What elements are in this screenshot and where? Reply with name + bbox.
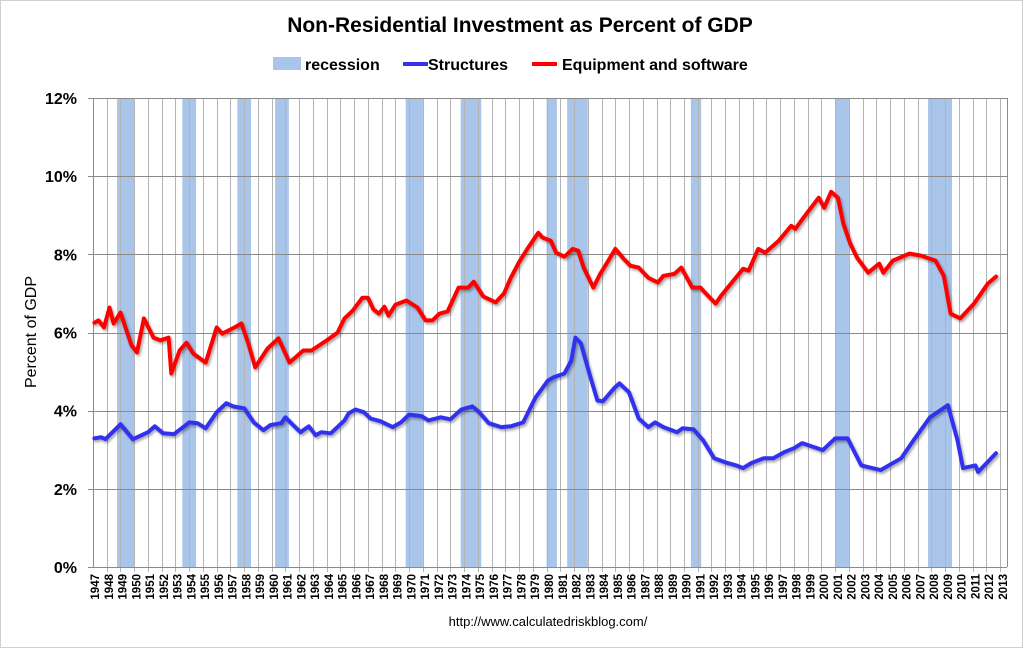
x-tick-label: 1994 (737, 573, 749, 599)
x-tick-label: 2004 (874, 573, 886, 599)
legend-swatch-recession (273, 57, 301, 70)
x-tick-label: 2008 (929, 573, 941, 599)
y-tick-label: 12% (45, 91, 77, 108)
legend: recession Structures Equipment and softwar… (273, 57, 748, 74)
x-tick-label: 1969 (393, 574, 405, 600)
x-tick-label: 1947 (90, 574, 102, 600)
x-tick-label: 1975 (475, 573, 487, 599)
x-tick-label: 1993 (723, 574, 735, 600)
x-tick-label: 2003 (860, 574, 872, 600)
gridlines (88, 98, 1008, 572)
x-tick-label: 1951 (145, 573, 157, 599)
x-tick-label: 1976 (489, 574, 501, 600)
x-tick-label: 1997 (778, 574, 790, 600)
x-tick-label: 1984 (599, 573, 611, 599)
x-axis-ticks: 1947 1948 1949 1950 1951 1952 1953 1954 1955 1956… (90, 573, 1010, 599)
y-axis-title: Percent of GDP (23, 276, 40, 388)
x-tick-label: 1967 (365, 574, 377, 600)
x-tick-label: 1973 (448, 574, 460, 600)
y-tick-label: 2% (54, 482, 77, 499)
x-tick-label: 2006 (902, 574, 914, 600)
x-tick-label: 1948 (104, 573, 116, 599)
x-tick-label: 1962 (296, 574, 308, 600)
x-tick-label: 1982 (572, 574, 584, 600)
series-line-structures (92, 335, 998, 474)
x-tick-label: 1995 (750, 573, 762, 599)
x-tick-label: 1977 (503, 574, 515, 600)
x-tick-label: 1952 (159, 574, 171, 600)
x-tick-label: 1974 (461, 573, 473, 599)
recession-band (690, 98, 702, 567)
y-tick-label: 6% (54, 326, 77, 343)
x-tick-label: 1991 (695, 573, 707, 599)
x-tick-label: 1966 (351, 574, 363, 600)
x-tick-label: 1996 (764, 574, 776, 600)
recession-band (460, 98, 482, 567)
x-tick-label: 2009 (943, 574, 955, 600)
recession-band (275, 98, 289, 567)
y-tick-label: 0% (54, 560, 77, 577)
x-tick-label: 1987 (640, 574, 652, 600)
legend-label: Structures (428, 57, 508, 74)
series-lines (92, 189, 998, 474)
recession-band (835, 98, 849, 567)
x-tick-label: 1998 (792, 573, 804, 599)
x-tick-label: 1953 (173, 574, 185, 600)
y-tick-label: 8% (54, 247, 77, 264)
x-tick-label: 1949 (118, 574, 130, 600)
x-tick-label: 1958 (241, 573, 253, 599)
x-tick-label: 2010 (957, 574, 969, 600)
chart-title: Non-Residential Investment as Percent of… (287, 14, 753, 37)
x-tick-label: 1963 (310, 574, 322, 600)
recession-band (546, 98, 557, 567)
x-tick-label: 1979 (530, 574, 542, 600)
x-tick-label: 2001 (833, 573, 845, 599)
x-tick-label: 1956 (214, 574, 226, 600)
x-tick-label: 1992 (709, 574, 721, 600)
x-tick-label: 1965 (338, 573, 350, 599)
x-tick-label: 2005 (888, 573, 900, 599)
x-tick-label: 1988 (654, 573, 666, 599)
x-tick-label: 1955 (200, 573, 212, 599)
x-tick-label: 2013 (998, 574, 1010, 600)
source-url: http://www.calculatedriskblog.com/ (449, 614, 648, 629)
x-tick-label: 1990 (682, 574, 694, 600)
x-tick-label: 1964 (324, 573, 336, 599)
legend-label: recession (305, 57, 380, 74)
x-tick-label: 1985 (613, 573, 625, 599)
x-tick-label: 1983 (585, 574, 597, 600)
x-tick-label: 1999 (805, 574, 817, 600)
legend-label: Equipment and software (562, 57, 748, 74)
x-tick-label: 1968 (379, 573, 391, 599)
y-axis-ticks: 0% 2% 4% 6% 8% 10% 12% (45, 91, 77, 577)
x-tick-label: 1970 (406, 574, 418, 600)
x-tick-label: 1980 (544, 574, 556, 600)
x-tick-label: 1978 (516, 573, 528, 599)
x-tick-label: 1959 (255, 574, 267, 600)
x-tick-label: 1960 (269, 574, 281, 600)
recession-band (567, 98, 588, 567)
series-line-equipment-and-software (92, 189, 998, 376)
y-tick-label: 4% (54, 404, 77, 421)
y-tick-label: 10% (45, 169, 77, 186)
x-tick-label: 1972 (434, 574, 446, 600)
x-tick-label: 2007 (915, 574, 927, 600)
x-tick-label: 2002 (847, 574, 859, 600)
recession-band (405, 98, 423, 567)
x-tick-label: 1971 (420, 573, 432, 599)
x-tick-label: 1986 (627, 574, 639, 600)
x-tick-label: 1981 (558, 573, 570, 599)
x-tick-label: 1950 (131, 574, 143, 600)
x-tick-label: 1989 (668, 574, 680, 600)
x-tick-label: 1957 (228, 574, 240, 600)
x-tick-label: 1961 (283, 573, 295, 599)
x-tick-label: 2000 (819, 574, 831, 600)
x-tick-label: 2011 (970, 573, 982, 599)
x-tick-label: 1954 (186, 573, 198, 599)
x-tick-label: 2012 (984, 574, 996, 600)
